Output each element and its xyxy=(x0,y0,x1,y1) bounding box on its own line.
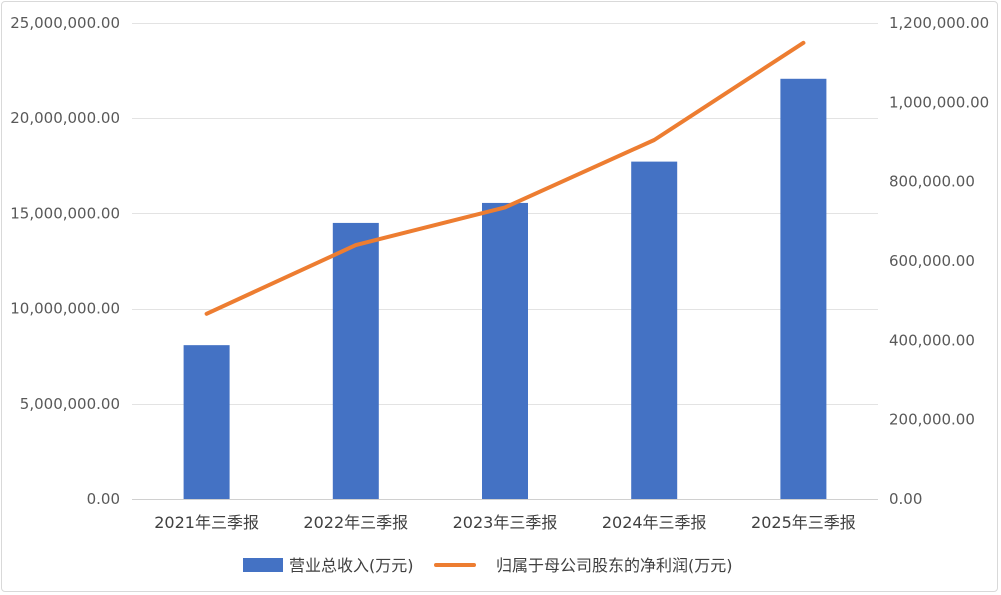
x-axis-category-label: 2022年三季报 xyxy=(303,513,408,532)
revenue-bar xyxy=(183,345,230,499)
right-axis-tick-label: 1,200,000.00 xyxy=(889,14,989,32)
left-axis-tick-label: 15,000,000.00 xyxy=(10,204,120,222)
left-axis-tick-label: 20,000,000.00 xyxy=(10,109,120,127)
x-axis-category-label: 2024年三季报 xyxy=(602,513,707,532)
right-axis-tick-label: 400,000.00 xyxy=(889,331,975,349)
revenue-bar xyxy=(631,161,678,499)
left-axis-tick-label: 0.00 xyxy=(87,490,120,508)
bar-series xyxy=(183,78,827,500)
legend: 营业总收入(万元) 归属于母公司股东的净利润(万元) xyxy=(243,556,733,575)
gridlines xyxy=(132,23,878,500)
left-axis-tick-label: 5,000,000.00 xyxy=(20,395,120,413)
right-axis-tick-label: 0.00 xyxy=(889,490,922,508)
legend-line-label: 归属于母公司股东的净利润(万元) xyxy=(496,556,733,575)
legend-bar-label: 营业总收入(万元) xyxy=(289,556,414,575)
right-axis-tick-label: 1,000,000.00 xyxy=(889,93,989,111)
x-axis-category-label: 2021年三季报 xyxy=(154,513,259,532)
left-axis-tick-label: 10,000,000.00 xyxy=(10,300,120,318)
revenue-bar xyxy=(780,78,827,499)
revenue-bar xyxy=(332,222,379,500)
right-axis-tick-label: 800,000.00 xyxy=(889,173,975,191)
left-axis-ticks: 0.00 5,000,000.00 10,000,000.00 15,000,000.… xyxy=(10,14,120,508)
legend-bar-swatch xyxy=(243,558,283,572)
right-axis-tick-label: 600,000.00 xyxy=(889,252,975,270)
x-axis-category-label: 2025年三季报 xyxy=(751,513,856,532)
line-series xyxy=(204,40,806,316)
left-axis-tick-label: 25,000,000.00 xyxy=(10,14,120,32)
x-axis-categories: 2021年三季报 2022年三季报 2023年三季报 2024年三季报 2025年三季报 xyxy=(154,513,856,532)
right-axis-tick-label: 200,000.00 xyxy=(889,411,975,429)
x-axis-category-label: 2023年三季报 xyxy=(453,513,558,532)
revenue-bar xyxy=(482,202,528,500)
right-axis-ticks: 0.00 200,000.00 400,000.00 600,000.00 800,00… xyxy=(889,14,989,508)
